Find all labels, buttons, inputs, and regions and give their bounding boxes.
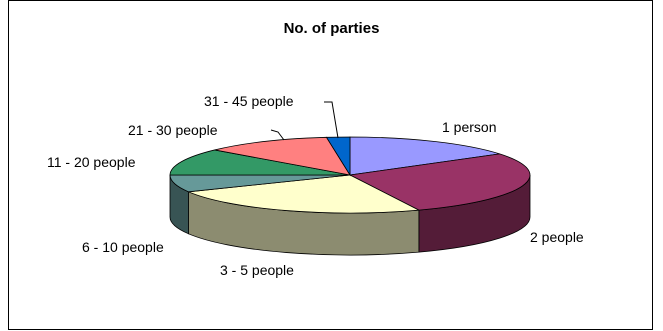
slice-label-4: 11 - 20 people [47,154,136,170]
slice-2 [186,174,421,214]
slice-label-5: 21 - 30 people [128,122,218,138]
slice-label-6: 31 - 45 people [204,93,294,109]
slice-label-1: 2 people [530,229,584,245]
slice-labels: 1 person 2 people 3 - 5 people 6 - 10 peopl… [47,93,584,278]
slice-label-0: 1 person [442,119,496,135]
leader-line-5 [270,129,285,141]
leader-line-6 [324,101,339,139]
slice-1 [348,153,531,211]
leader-lines [270,101,339,141]
slice-label-3: 6 - 10 people [82,239,164,255]
slice-0 [349,136,500,176]
slice-5 [214,136,351,176]
slice-4 [169,149,351,176]
pie-slices [169,136,531,214]
chart-title: No. of parties [283,20,380,37]
slice-label-2: 3 - 5 people [220,262,294,278]
